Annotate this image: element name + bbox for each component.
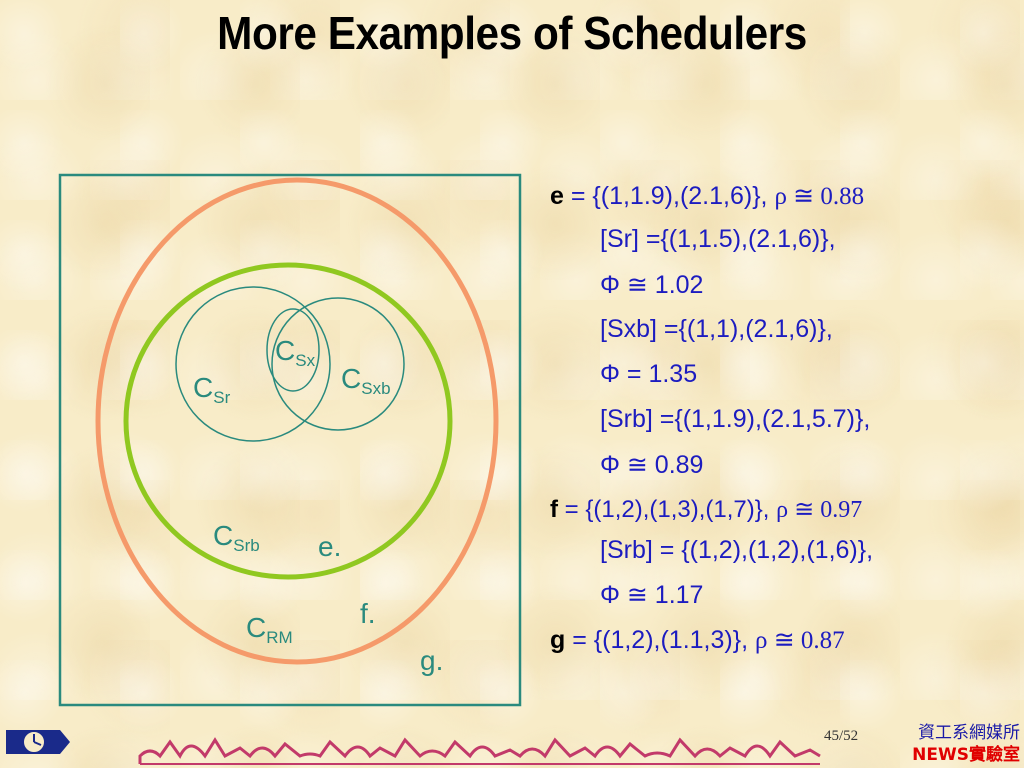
label-c-rm: CRM: [246, 612, 293, 647]
slide-title: More Examples of Schedulers: [217, 7, 807, 59]
sr-circle: [175, 286, 331, 442]
footer-decoration: [6, 730, 821, 765]
label-e: e.: [318, 531, 342, 562]
sxb-circle: [271, 297, 405, 431]
eq-f-srb-phi: Φ ≅ 1.17: [600, 581, 704, 609]
eq-f-task-set: f = {(1,2),(1,3),(1,7)}, ρ ≅ 0.97: [550, 496, 863, 523]
eq-e-sxb-phi: Φ = 1.35: [600, 360, 698, 388]
ornamental-border-icon: [138, 737, 821, 765]
page-number: 45/52: [824, 728, 859, 744]
eq-f-srb: [Srb] = {(1,2),(1,2),(1,6)},: [600, 536, 874, 564]
eq-e-task-set: e = {(1,1.9),(2.1,6)}, ρ ≅ 0.88: [550, 182, 865, 210]
diagram-frame: [58, 173, 522, 707]
label-c-sr: CSr: [193, 372, 231, 407]
eq-e-srb: [Srb] ={(1,1.9),(2.1,5.7)},: [600, 405, 871, 433]
eq-e-sr: [Sr] ={(1,1.5),(2.1,6)},: [600, 225, 836, 253]
eq-e-sr-phi: Φ ≅ 1.02: [600, 271, 704, 299]
label-c-sx: CSx: [275, 335, 316, 370]
eq-e-sxb: [Sxb] ={(1,1),(2.1,6)},: [600, 315, 833, 343]
lab-label: NEWS實驗室: [912, 745, 1020, 765]
eq-g-task-set: g = {(1,2),(1.1,3)}, ρ ≅ 0.87: [550, 626, 845, 654]
label-c-sxb: CSxb: [341, 363, 391, 398]
sx-ellipse: [266, 308, 320, 392]
label-c-srb: CSrb: [213, 520, 260, 555]
srb-ellipse: [123, 262, 453, 580]
rm-ellipse: [95, 177, 499, 665]
department-label: 資工系網媒所: [918, 723, 1020, 743]
clock-logo-icon: [6, 730, 70, 754]
label-f: f.: [360, 598, 376, 629]
eq-e-srb-phi: Φ ≅ 0.89: [600, 451, 704, 479]
label-g: g.: [420, 645, 444, 676]
